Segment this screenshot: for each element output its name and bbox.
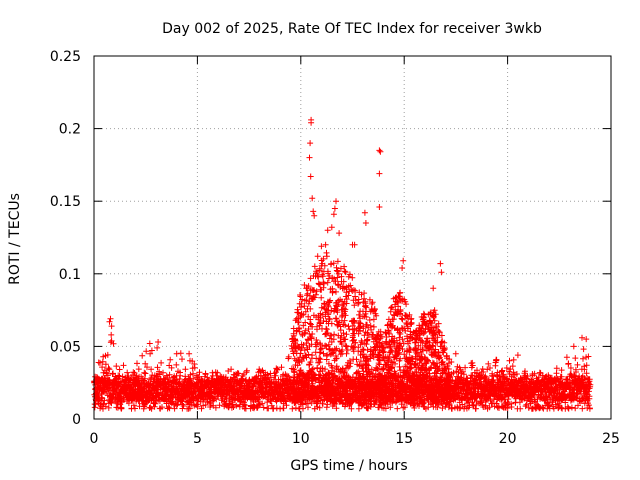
tick-labels: 0 5 10 15 20 25 0 0.05 0.1 0.15 0.2 0.25 — [50, 49, 620, 447]
x-tick-label: 15 — [395, 431, 413, 447]
x-tick-label: 20 — [499, 431, 517, 447]
x-tick-label: 5 — [193, 431, 202, 447]
x-tick-label: 0 — [90, 431, 99, 447]
grid-lines — [94, 56, 611, 419]
y-tick-label: 0.05 — [50, 339, 81, 355]
x-tick-label: 25 — [602, 431, 620, 447]
plot-frame — [93, 55, 612, 420]
x-axis-label: GPS time / hours — [290, 458, 407, 474]
axis-ticks — [93, 55, 612, 420]
x-tick-label: 10 — [292, 431, 310, 447]
y-axis-label: ROTI / TECUs — [7, 193, 23, 285]
y-tick-label: 0 — [72, 412, 81, 428]
y-tick-label: 0.25 — [50, 49, 81, 65]
y-tick-label: 0.15 — [50, 194, 81, 210]
y-tick-label: 0.2 — [59, 122, 81, 138]
chart-title: Day 002 of 2025, Rate Of TEC Index for r… — [162, 21, 542, 37]
y-tick-label: 0.1 — [59, 267, 81, 283]
